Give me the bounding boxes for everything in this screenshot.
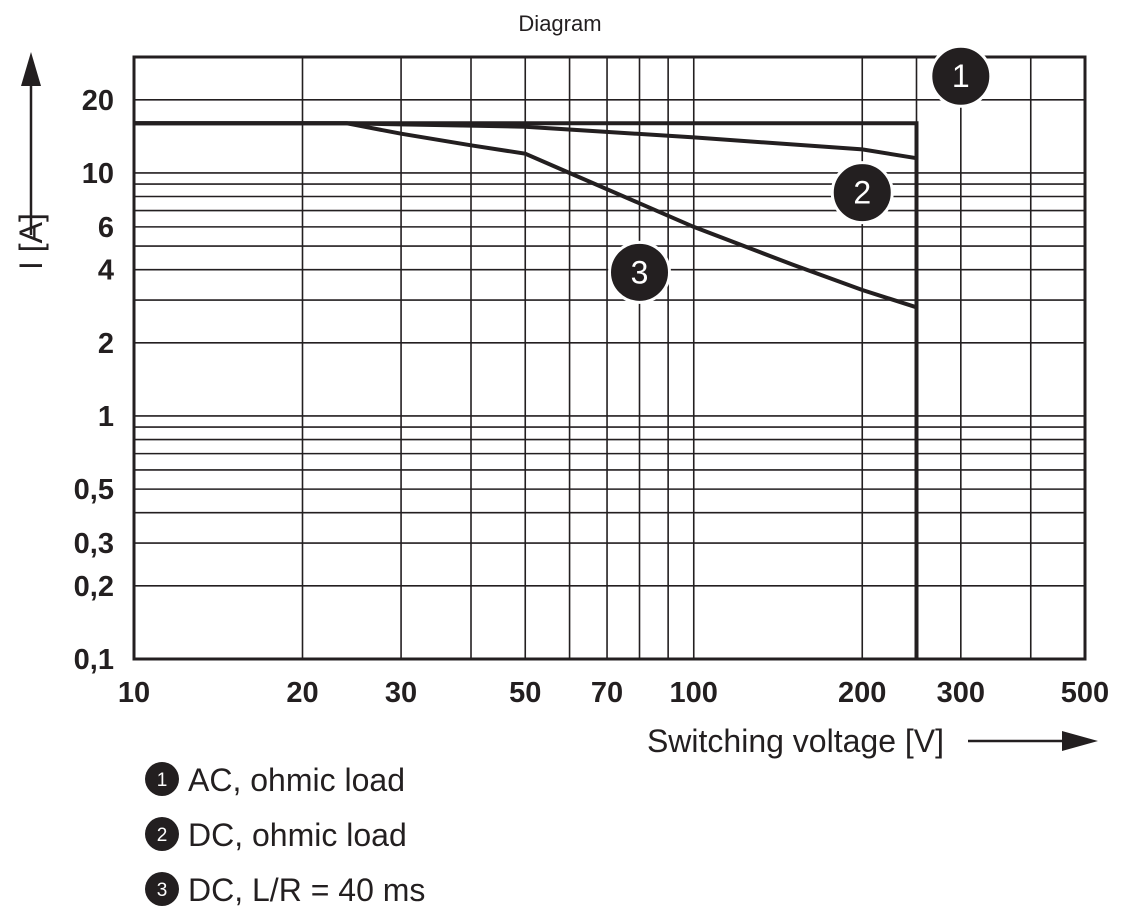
y-tick-label: 2 bbox=[98, 328, 114, 360]
y-tick-label: 20 bbox=[82, 85, 114, 117]
y-tick-label: 0,3 bbox=[74, 528, 114, 560]
legend-marker-circle bbox=[145, 762, 179, 796]
legend-marker-number: 2 bbox=[157, 825, 168, 846]
y-axis-title: I [A] bbox=[13, 52, 49, 270]
legend-item: 1 AC, ohmic load bbox=[145, 762, 405, 798]
curve-marker-1: 1 bbox=[929, 44, 993, 108]
legend: 1 AC, ohmic load 2 DC, ohmic load 3 DC, L/R =… bbox=[145, 762, 425, 908]
curve-marker-3: 3 bbox=[608, 240, 672, 304]
x-tick-label: 70 bbox=[591, 677, 623, 709]
x-axis-title: Switching voltage [V] bbox=[647, 723, 1098, 759]
curve-marker-number: 1 bbox=[952, 58, 970, 94]
x-tick-label: 10 bbox=[118, 677, 150, 709]
plot-frame bbox=[132, 55, 1087, 661]
y-axis-arrow-head bbox=[21, 52, 41, 86]
legend-marker-number: 3 bbox=[157, 880, 168, 901]
x-axis-label: Switching voltage [V] bbox=[647, 723, 944, 759]
y-tick-label: 4 bbox=[98, 255, 114, 287]
legend-marker-number: 1 bbox=[157, 770, 168, 791]
curve-marker-circle bbox=[608, 240, 672, 304]
x-tick-label: 20 bbox=[286, 677, 318, 709]
chart-grid bbox=[132, 55, 1087, 661]
curve-marker-circle bbox=[830, 161, 894, 225]
curve-marker-circle bbox=[929, 44, 993, 108]
legend-item: 2 DC, ohmic load bbox=[145, 817, 407, 853]
y-tick-label: 10 bbox=[82, 158, 114, 190]
series-line-3 bbox=[134, 121, 918, 310]
legend-marker-circle bbox=[145, 817, 179, 851]
y-tick-label: 0,5 bbox=[74, 474, 114, 506]
x-tick-label: 50 bbox=[509, 677, 541, 709]
legend-item: 3 DC, L/R = 40 ms bbox=[145, 872, 425, 908]
x-axis-tick-labels: 10 20 30 50 70 100 200 300 500 bbox=[118, 677, 1109, 709]
curve-markers: 1 2 3 bbox=[608, 44, 993, 304]
legend-label: DC, L/R = 40 ms bbox=[188, 872, 425, 908]
x-tick-label: 300 bbox=[937, 677, 985, 709]
y-tick-label: 1 bbox=[98, 401, 114, 433]
legend-label: AC, ohmic load bbox=[188, 762, 405, 798]
y-tick-label: 0,1 bbox=[74, 644, 114, 676]
x-tick-label: 500 bbox=[1061, 677, 1109, 709]
chart-title: Diagram bbox=[518, 11, 601, 36]
x-tick-label: 100 bbox=[670, 677, 718, 709]
x-tick-label: 200 bbox=[838, 677, 886, 709]
legend-marker-circle bbox=[145, 872, 179, 906]
chart-series bbox=[134, 121, 919, 659]
x-tick-label: 30 bbox=[385, 677, 417, 709]
y-tick-label: 0,2 bbox=[74, 571, 114, 603]
y-tick-label: 6 bbox=[98, 212, 114, 244]
curve-marker-number: 3 bbox=[631, 254, 649, 290]
legend-label: DC, ohmic load bbox=[188, 817, 407, 853]
y-axis-tick-labels: 0,1 0,2 0,3 0,5 1 2 4 6 10 20 bbox=[74, 85, 114, 676]
curve-marker-number: 2 bbox=[853, 175, 871, 211]
curve-marker-2: 2 bbox=[830, 161, 894, 225]
x-axis-arrow-head bbox=[1062, 731, 1098, 751]
